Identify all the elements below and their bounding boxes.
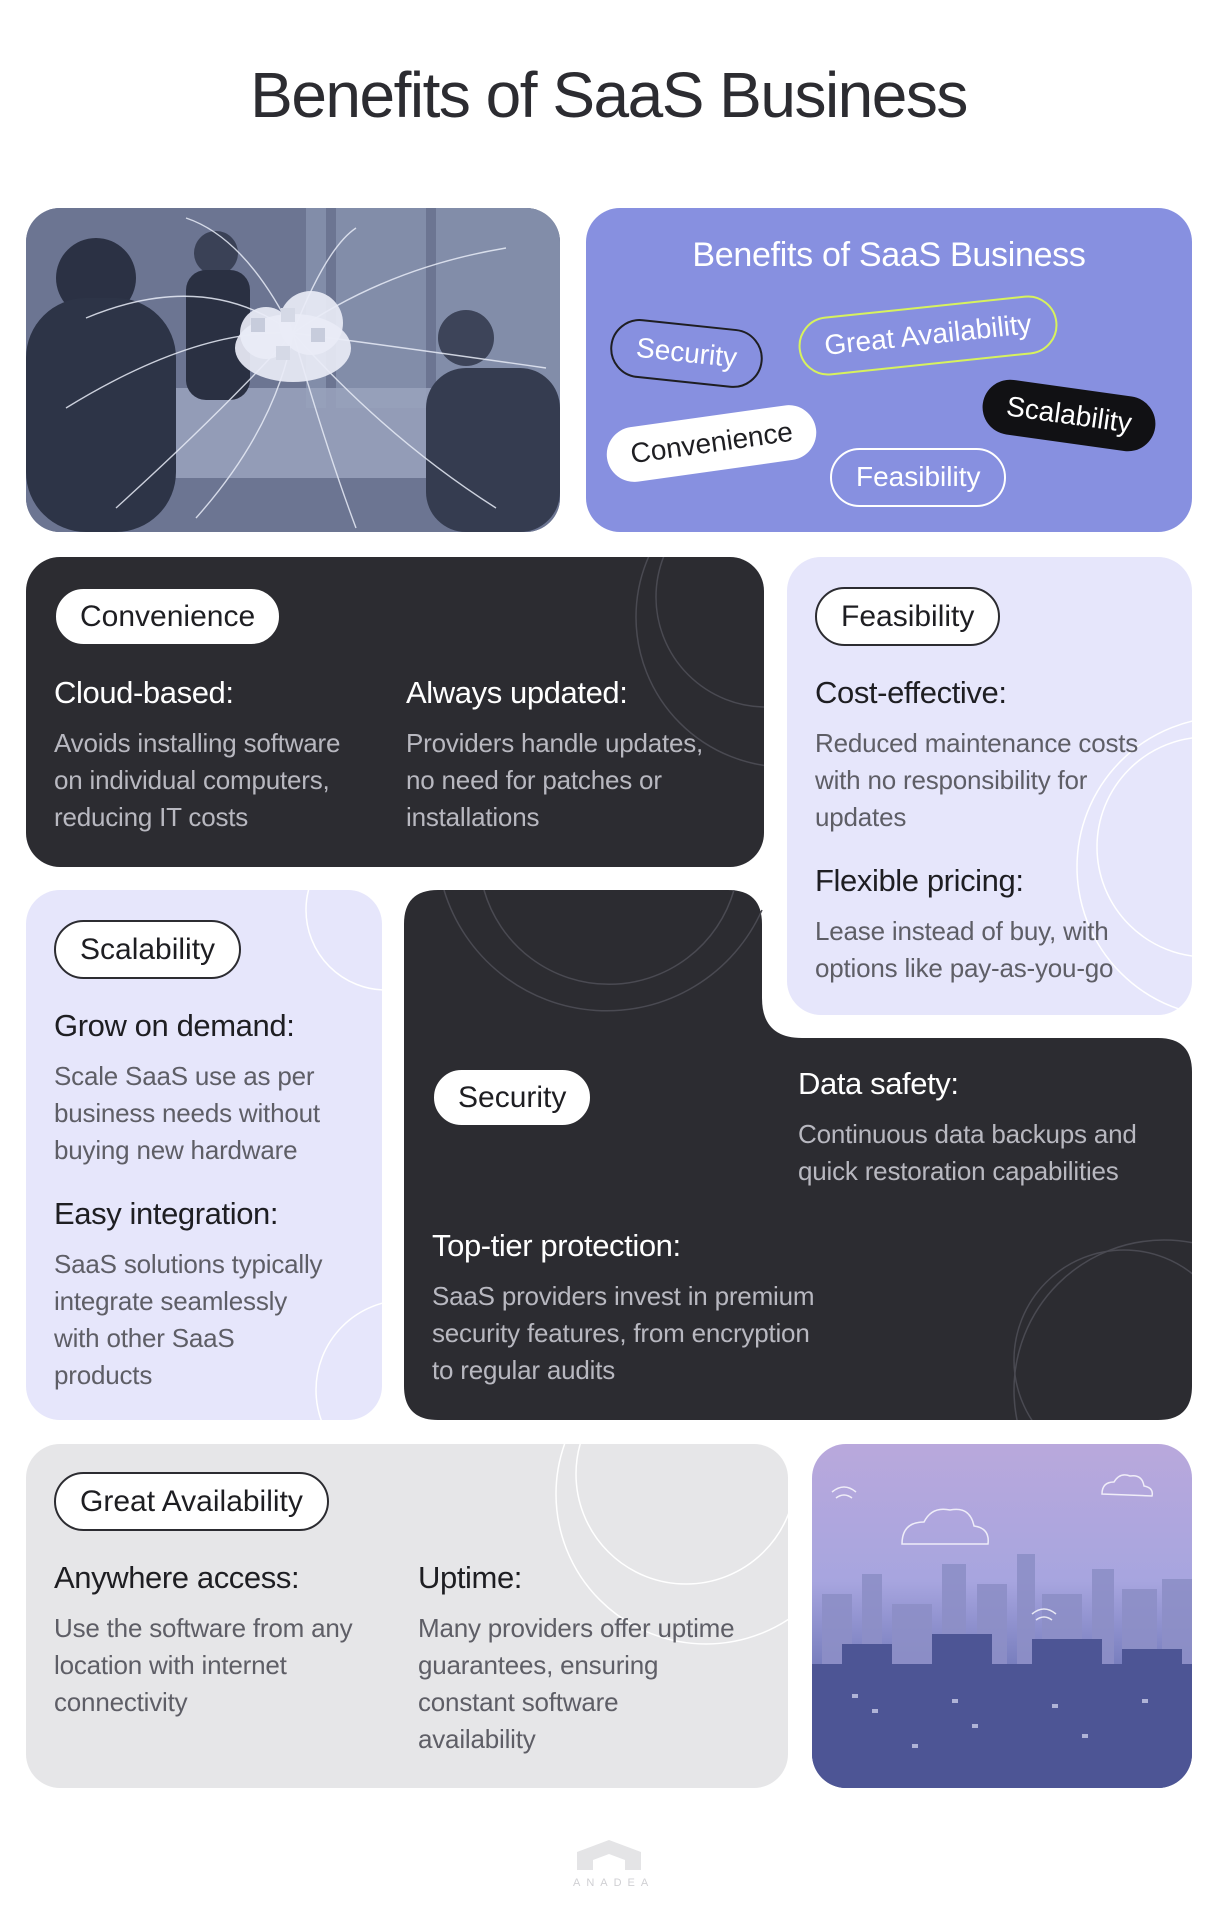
text-cost-effective: Reduced maintenance costs with no respon… [815,728,1139,832]
tag-feasibility: Feasibility [815,587,1001,646]
brand-logo: ANADEA [573,1838,655,1889]
page-title: Benefits of SaaS Business [250,59,968,131]
wifi-icon [831,1486,1057,1621]
heading-cloud-based: Cloud-based: [54,675,234,710]
text-easy-integration: SaaS solutions typically integrate seaml… [54,1249,323,1390]
text-grow-on-demand: Scale SaaS use as per business needs wit… [54,1061,320,1165]
text-top-tier-protection: SaaS providers invest in premium securit… [432,1281,815,1385]
summary-title: Benefits of SaaS Business [692,236,1086,274]
chip-scalability: Scalability [979,376,1160,455]
benefits-summary-card: Benefits of SaaS Business Security Great… [586,208,1192,532]
text-uptime: Many providers offer uptime guarantees, … [418,1613,735,1754]
city-skyline-illustration [812,1474,1192,1788]
availability-card: Great Availability Anywhere access: Use … [26,1444,788,1788]
office-scene-illustration [26,208,560,532]
security-card: Security Data safety: Continuous data ba… [404,890,1192,1420]
hero-photo [26,208,560,532]
text-always-updated: Providers handle updates, no need for pa… [406,728,704,832]
tag-security: Security [432,1068,593,1127]
heading-anywhere-access: Anywhere access: [54,1560,300,1595]
anadea-logo-icon [577,1840,641,1870]
heading-uptime: Uptime: [418,1560,523,1595]
chip-feasibility: Feasibility [830,448,1007,507]
tag-convenience: Convenience [54,587,282,646]
logo-text: ANADEA [573,1877,655,1889]
heading-easy-integration: Easy integration: [54,1196,279,1231]
chip-security: Security [607,316,766,391]
chip-convenience: Convenience [603,401,821,486]
city-photo [812,1444,1192,1788]
text-anywhere-access: Use the software from any location with … [54,1613,353,1717]
heading-grow-on-demand: Grow on demand: [54,1008,295,1043]
tag-scalability: Scalability [54,920,242,979]
text-data-safety: Continuous data backups and quick restor… [798,1119,1137,1186]
cloud-icon [901,1474,1154,1545]
text-cloud-based: Avoids installing software on individual… [54,728,341,832]
scalability-card: Scalability Grow on demand: Scale SaaS u… [26,890,382,1420]
heading-cost-effective: Cost-effective: [815,675,1007,710]
tag-great-availability: Great Availability [54,1472,329,1531]
convenience-card: Convenience Cloud-based: Avoids installi… [26,557,764,867]
chip-great-availability: Great Availability [795,292,1061,379]
heading-always-updated: Always updated: [406,675,628,710]
cloud-network-icon [235,291,351,382]
heading-top-tier-protection: Top-tier protection: [432,1228,681,1263]
heading-data-safety: Data safety: [798,1066,959,1101]
